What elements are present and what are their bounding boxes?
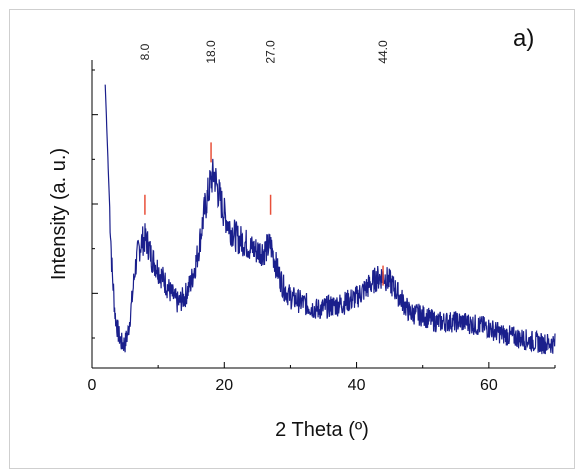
x-tick-label: 20	[215, 377, 233, 394]
x-ticks	[91, 362, 556, 368]
peak-label: 8.0	[138, 43, 152, 60]
peak-label: 44.0	[376, 40, 390, 64]
x-tick-label: 0	[88, 377, 97, 394]
peak-labels: 8.0 18.0 27.0 44.0	[138, 40, 390, 64]
peak-label: 27.0	[264, 40, 278, 64]
chart-frame	[9, 9, 575, 469]
x-tick-label: 40	[348, 377, 366, 394]
panel-label: a)	[513, 25, 534, 52]
x-axis-title: 2 Theta (º)	[275, 419, 369, 441]
peak-label: 18.0	[204, 40, 218, 64]
y-axis-title: Intensity (a. u.)	[48, 148, 70, 280]
x-tick-label: 60	[480, 377, 498, 394]
x-tick-labels: 0 20 40 60	[88, 377, 498, 394]
xrd-intensity-line	[104, 84, 556, 355]
axes	[91, 60, 555, 369]
peak-markers	[144, 142, 384, 286]
y-ticks	[92, 69, 98, 339]
